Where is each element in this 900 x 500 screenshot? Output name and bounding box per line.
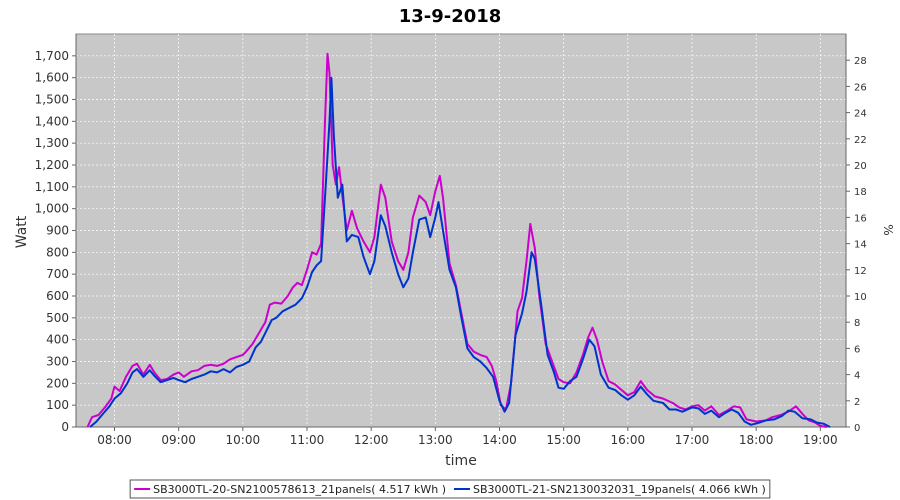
legend-label: SB3000TL-20-SN2100578613_21panels( 4.517… bbox=[153, 483, 446, 496]
x-axis: 08:00 09:00 10:00 11:00 12:00 13:00 14:00 15:00… bbox=[76, 426, 846, 447]
y-tick-label: 800 bbox=[46, 245, 69, 259]
y-tick-label: 1,500 bbox=[35, 93, 69, 107]
y-tick-label: 700 bbox=[46, 267, 69, 281]
y2-tick-label: 8 bbox=[854, 318, 860, 329]
legend-item-1: SB3000TL-20-SN2100578613_21panels( 4.517… bbox=[134, 483, 446, 496]
y2-tick-label: 12 bbox=[854, 266, 867, 277]
left-y-axis: 0 100 200 300 400 500 600 700 800 900 1,000 1,100 1,… bbox=[35, 34, 77, 434]
y-tick-label: 600 bbox=[46, 289, 69, 303]
y-tick-label: 900 bbox=[46, 224, 69, 238]
x-tick-label: 14:00 bbox=[482, 433, 517, 447]
x-tick-label: 19:00 bbox=[803, 433, 838, 447]
series-line-2 bbox=[89, 76, 831, 428]
series-line-1 bbox=[86, 52, 827, 428]
x-tick-label: 11:00 bbox=[290, 433, 325, 447]
y-tick-label: 0 bbox=[61, 420, 69, 434]
legend-item-2: SB3000TL-21-SN2130032031_19panels( 4.066… bbox=[454, 483, 766, 496]
y-axis-label: Watt bbox=[14, 215, 30, 248]
y2-tick-label: 4 bbox=[854, 371, 860, 382]
y2-tick-label: 22 bbox=[854, 135, 867, 146]
y2-tick-label: 2 bbox=[854, 397, 860, 408]
y2-tick-label: 16 bbox=[854, 213, 867, 224]
x-tick-label: 12:00 bbox=[354, 433, 389, 447]
y2-tick-label: 0 bbox=[854, 423, 860, 434]
x-tick-label: 10:00 bbox=[226, 433, 261, 447]
legend-box bbox=[129, 479, 771, 499]
y-tick-label: 400 bbox=[46, 333, 69, 347]
y2-axis-label: % bbox=[881, 224, 895, 235]
y2-tick-label: 26 bbox=[854, 82, 867, 93]
x-tick-label: 16:00 bbox=[611, 433, 646, 447]
y2-tick-label: 18 bbox=[854, 187, 867, 198]
y2-tick-label: 10 bbox=[854, 292, 867, 303]
y-tick-label: 300 bbox=[46, 355, 69, 369]
y2-tick-label: 14 bbox=[854, 240, 867, 251]
y-tick-label: 1,700 bbox=[35, 49, 69, 63]
y-tick-label: 1,300 bbox=[35, 136, 69, 150]
chart-title: 13-9-2018 bbox=[399, 6, 502, 27]
y-tick-label: 1,200 bbox=[35, 158, 69, 172]
x-tick-label: 15:00 bbox=[546, 433, 581, 447]
y2-tick-label: 24 bbox=[854, 109, 867, 120]
x-axis-label: time bbox=[445, 453, 477, 469]
y-tick-label: 1,600 bbox=[35, 71, 69, 85]
x-tick-label: 17:00 bbox=[675, 433, 710, 447]
legend-label: SB3000TL-21-SN2130032031_19panels( 4.066… bbox=[473, 483, 766, 496]
y-tick-label: 100 bbox=[46, 398, 69, 412]
y-tick-label: 500 bbox=[46, 311, 69, 325]
y2-tick-label: 6 bbox=[854, 344, 860, 355]
y2-tick-label: 20 bbox=[854, 161, 867, 172]
y2-tick-label: 28 bbox=[854, 56, 867, 67]
x-tick-label: 08:00 bbox=[97, 433, 132, 447]
y-tick-label: 1,100 bbox=[35, 180, 69, 194]
y-tick-label: 200 bbox=[46, 376, 69, 390]
x-tick-label: 18:00 bbox=[739, 433, 774, 447]
legend: SB3000TL-20-SN2100578613_21panels( 4.517… bbox=[129, 479, 771, 499]
y-tick-label: 1,000 bbox=[35, 202, 69, 216]
y-tick-label: 1,400 bbox=[35, 114, 69, 128]
x-tick-label: 09:00 bbox=[161, 433, 196, 447]
series-lines bbox=[86, 52, 831, 428]
x-tick-label: 13:00 bbox=[418, 433, 453, 447]
